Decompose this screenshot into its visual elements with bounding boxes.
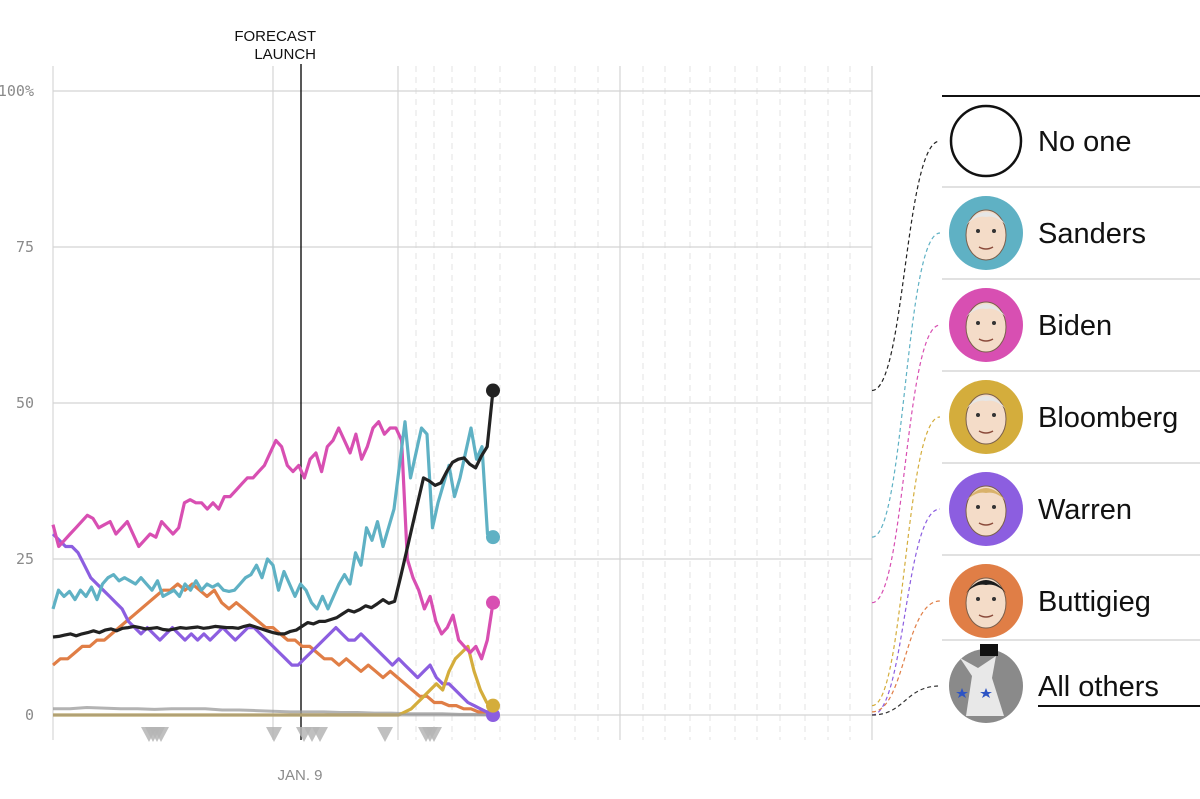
portrait-eye (976, 321, 980, 325)
warren-portrait-icon (949, 472, 1023, 546)
portrait-face (965, 209, 1007, 261)
chart-grid (52, 66, 873, 740)
portrait-face (965, 393, 1007, 445)
donkey-star-right (980, 688, 992, 698)
y-tick-label: 25 (16, 550, 34, 568)
event-markers (141, 727, 442, 742)
series-line-sanders (51, 420, 494, 611)
legend-label-buttigieg: Buttigieg (1038, 586, 1151, 618)
legend-connector-all-others (871, 685, 941, 716)
y-tick-label: 50 (16, 394, 34, 412)
legend: No one Sanders Biden Bloomberg Warren Buttigi… (871, 95, 1200, 723)
legend-connector-no-one (871, 140, 941, 392)
buttigieg-portrait-icon (949, 564, 1023, 638)
series-line-biden (51, 420, 495, 661)
portrait-hair (966, 488, 1006, 501)
portrait-eye (992, 505, 996, 509)
empty-circle-shape (949, 104, 1023, 178)
legend-connector-sanders (871, 232, 941, 538)
endpoint-no-one (486, 383, 500, 398)
portrait-face (965, 577, 1007, 629)
legend-label-no-one: No one (1038, 126, 1132, 158)
series-line-warren (51, 532, 494, 717)
legend-connector-bloomberg (871, 416, 941, 707)
x-axis-tick-label: JAN. 9 (277, 767, 322, 784)
donkey-hat-shape (980, 644, 998, 656)
portrait-face (965, 301, 1007, 353)
portrait-eye (992, 597, 996, 601)
portrait-hair (966, 212, 1006, 225)
portrait-eye (976, 229, 980, 233)
portrait-mouth (978, 522, 994, 526)
portrait-face (965, 485, 1007, 537)
empty-circle-icon (949, 104, 1023, 178)
endpoint-sanders (486, 530, 500, 545)
legend-label-sanders: Sanders (1038, 218, 1146, 250)
portrait-eye (992, 413, 996, 417)
event-marker-triangle (266, 727, 282, 742)
bloomberg-portrait-icon (949, 380, 1023, 454)
series-line-no-one (52, 390, 495, 639)
biden-portrait-icon (949, 288, 1023, 362)
annotation-line-1: FORECAST (234, 28, 316, 45)
portrait-eye (992, 321, 996, 325)
legend-connector-warren (871, 508, 941, 716)
event-marker-triangle (153, 727, 169, 742)
y-tick-label: 75 (16, 238, 34, 256)
portrait-hair (966, 580, 1006, 593)
portrait-eye (976, 597, 980, 601)
legend-connector-biden (871, 324, 941, 604)
donkey-star-left (956, 688, 968, 698)
portrait-hair (966, 396, 1006, 409)
legend-label-biden: Biden (1038, 310, 1112, 342)
portrait-eye (976, 505, 980, 509)
legend-label-warren: Warren (1038, 494, 1132, 526)
endpoint-bloomberg (486, 698, 500, 713)
portrait-mouth (978, 246, 994, 250)
y-tick-label: 0 (25, 706, 34, 724)
event-marker-triangle (426, 727, 442, 742)
series-lines (51, 390, 495, 717)
event-marker-triangle (377, 727, 393, 742)
series-line-buttigieg (51, 582, 493, 714)
legend-label-bloomberg: Bloomberg (1038, 402, 1178, 434)
annotation-line-2: LAUNCH (254, 46, 316, 63)
portrait-mouth (978, 338, 994, 342)
event-marker-triangle (312, 727, 328, 742)
portrait-mouth (978, 430, 994, 434)
portrait-eye (976, 413, 980, 417)
sanders-portrait-icon (949, 196, 1023, 270)
y-tick-label: 100% (0, 82, 34, 100)
portrait-eye (992, 229, 996, 233)
y-axis-tick-labels: 0 25 50 75 100% (0, 82, 34, 724)
donkey-icon (949, 644, 1023, 723)
legend-label-all-others: All others (1038, 671, 1159, 703)
endpoint-biden (486, 595, 500, 610)
series-endpoints (486, 383, 500, 722)
donkey-head-shape (960, 656, 1004, 716)
portrait-mouth (978, 614, 994, 618)
portrait-hair (966, 304, 1006, 317)
